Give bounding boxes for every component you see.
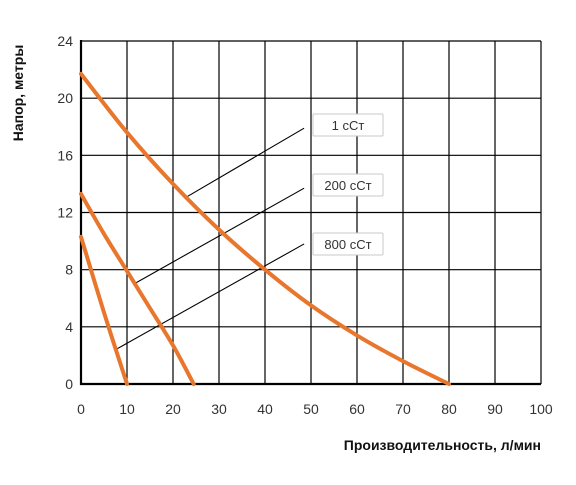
series-line-1-сСт [79,71,451,386]
y-tick-label: 8 [65,262,73,278]
series-line-800-сСт [79,234,129,386]
callout-label: 200 сСт [324,178,371,193]
callout-labels: 1 сСт 200 сСт 800 сСт [312,113,384,256]
y-tick-label: 4 [65,319,73,335]
callout-1-сСт: 1 сСт [312,113,384,137]
callout-box [312,113,384,137]
y-axis-title: Напор, метры [10,45,26,142]
grid [80,40,542,385]
x-tick-label: 30 [211,401,227,417]
x-tick-label: 60 [349,401,365,417]
callout-label: 1 сСт [332,118,365,133]
callout-box [312,232,384,256]
plot-frame [79,40,541,386]
callout-800-сСт: 800 сСт [312,232,384,256]
x-tick-labels: 0 10 20 30 40 50 60 70 80 90 100 [77,401,553,417]
x-tick-label: 100 [529,401,553,417]
y-tick-label: 12 [57,205,73,221]
x-tick-label: 40 [257,401,273,417]
x-tick-label: 80 [441,401,457,417]
y-tick-label: 24 [57,33,73,49]
series-line-200-сСт [79,191,196,386]
x-tick-label: 50 [303,401,319,417]
x-tick-label: 10 [119,401,135,417]
callout-box [312,173,384,197]
x-tick-label: 70 [395,401,411,417]
series-curves [79,71,451,386]
x-tick-label: 0 [77,401,85,417]
x-axis-title: Производительность, л/мин [344,437,541,453]
callout-label: 800 сСт [324,237,371,252]
callout-200-сСт: 200 сСт [312,173,384,197]
x-tick-label: 20 [165,401,181,417]
callout-leader-line [133,187,305,285]
y-tick-label: 16 [57,147,73,163]
x-tick-label: 90 [487,401,503,417]
y-tick-labels: 0 4 8 12 16 20 24 [57,33,73,392]
y-tick-label: 20 [57,90,73,106]
callout-leader-line [184,127,305,199]
callout-leader-line [115,243,305,351]
callout-leaders [115,127,305,351]
y-tick-label: 0 [65,376,73,392]
